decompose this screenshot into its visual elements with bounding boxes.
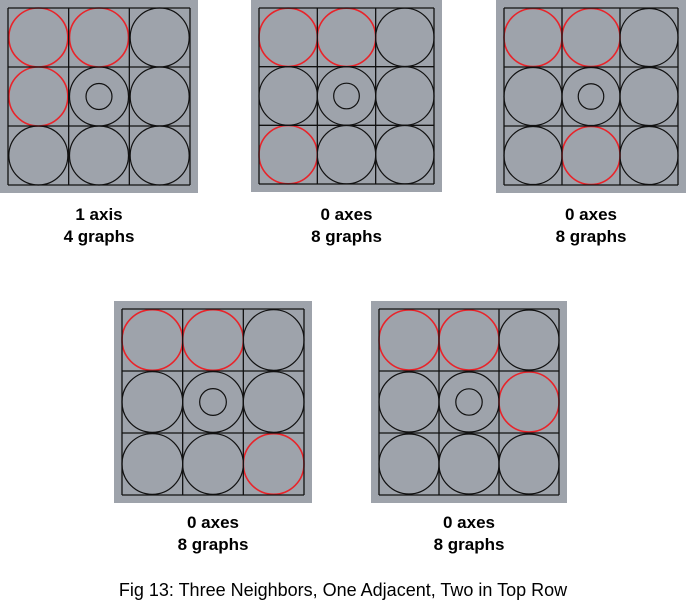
highlighted-neighbor-circle [258, 7, 319, 68]
grid-panel-3 [496, 0, 686, 193]
axes-count-label: 0 axes [565, 205, 617, 224]
axes-count-label: 0 axes [443, 513, 495, 532]
grid-diagram [496, 0, 686, 193]
grid-diagram [0, 0, 198, 193]
cell-circle [375, 124, 435, 185]
graphs-count-label: 8 graphs [311, 227, 382, 246]
highlighted-neighbor-circle [8, 7, 69, 68]
axes-count-label: 0 axes [320, 205, 373, 224]
cell-circle [121, 433, 184, 495]
panel-label: 1 axis 4 graphs [0, 204, 198, 248]
highlighted-neighbor-circle [438, 309, 500, 371]
cell-circle [8, 125, 69, 186]
cell-circle [242, 371, 305, 433]
center-inner-circle [455, 388, 483, 416]
panel-label: 0 axes 8 graphs [114, 512, 312, 556]
cell-circle [129, 7, 190, 68]
highlighted-neighbor-circle [503, 7, 563, 68]
cell-circle [129, 125, 190, 186]
cell-circle [378, 433, 440, 495]
highlighted-neighbor-circle [498, 371, 560, 433]
cell-circle [438, 433, 500, 495]
cell-circle [375, 66, 435, 126]
graphs-count-label: 8 graphs [177, 535, 249, 554]
graphs-count-label: 8 graphs [433, 535, 505, 554]
highlighted-neighbor-circle [181, 308, 245, 372]
cell-circle [242, 309, 305, 371]
cell-circle [619, 66, 679, 127]
cell-circle [258, 66, 318, 126]
grid-panel-4 [114, 301, 312, 503]
highlighted-neighbor-circle [258, 124, 319, 185]
cell-circle [316, 124, 377, 185]
highlighted-neighbor-circle [561, 7, 621, 68]
cell-circle [68, 125, 130, 186]
cell-circle [498, 309, 560, 371]
center-inner-circle [333, 82, 360, 110]
cell-circle [619, 7, 679, 68]
highlighted-neighbor-circle [121, 308, 184, 372]
cell-circle [503, 66, 563, 127]
highlighted-neighbor-circle [378, 309, 440, 371]
cell-circle [375, 7, 435, 68]
cell-circle [121, 371, 184, 433]
axes-count-label: 0 axes [187, 513, 239, 532]
grid-diagram [114, 301, 312, 503]
cell-circle [498, 433, 560, 495]
grid-panel-1 [0, 0, 198, 193]
cell-circle [129, 66, 190, 127]
cell-circle [182, 433, 244, 495]
cell-circle [619, 125, 679, 186]
highlighted-neighbor-circle [68, 7, 130, 68]
cell-circle [378, 371, 440, 433]
center-inner-circle [85, 82, 113, 111]
grid-diagram [251, 0, 442, 192]
grid-diagram [371, 301, 567, 503]
highlighted-neighbor-circle [242, 432, 305, 496]
axes-count-label: 1 axis [75, 205, 123, 224]
panel-label: 0 axes 8 graphs [251, 204, 442, 248]
figure-caption: Fig 13: Three Neighbors, One Adjacent, T… [118, 580, 568, 600]
highlighted-neighbor-circle [316, 7, 377, 68]
panel-label: 0 axes 8 graphs [371, 512, 567, 556]
grid-panel-2 [251, 0, 442, 192]
panel-label: 0 axes 8 graphs [496, 204, 686, 248]
center-inner-circle [577, 83, 605, 110]
graphs-count-label: 8 graphs [555, 227, 627, 246]
grid-panel-5 [371, 301, 567, 503]
graphs-count-label: 4 graphs [63, 227, 135, 246]
center-inner-circle [199, 388, 227, 416]
highlighted-neighbor-circle [561, 125, 621, 186]
cell-circle [503, 125, 563, 186]
highlighted-neighbor-circle [8, 66, 69, 127]
